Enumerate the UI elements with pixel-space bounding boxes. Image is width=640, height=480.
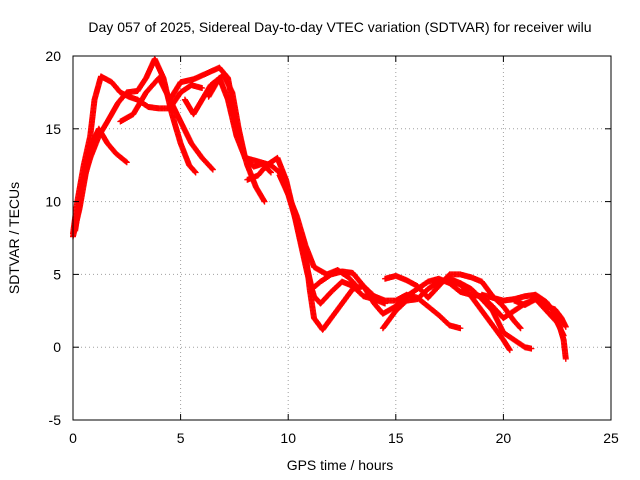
data-point	[506, 347, 513, 354]
data-point	[516, 324, 523, 331]
y-tick-label: 5	[53, 266, 61, 282]
data-point	[192, 169, 199, 176]
plot-frame	[72, 55, 612, 421]
data-point	[199, 85, 206, 92]
y-tick-label: 20	[45, 48, 61, 64]
y-tick-label: -5	[49, 412, 62, 428]
series-track-4	[117, 74, 216, 173]
data-point	[517, 325, 524, 332]
x-tick-label: 20	[496, 430, 512, 446]
x-tick-label: 15	[388, 430, 404, 446]
data-point	[528, 345, 535, 352]
data-point	[457, 325, 464, 332]
x-tick-label: 10	[280, 430, 296, 446]
data-points	[70, 55, 569, 362]
data-point	[122, 158, 129, 165]
data-point	[267, 169, 274, 176]
data-point	[562, 323, 569, 330]
data-point	[267, 168, 274, 175]
x-tick-label: 5	[177, 430, 185, 446]
series-track-9	[276, 172, 464, 332]
y-tick-label: 10	[45, 194, 61, 210]
y-axis-label: SDTVAR / TECUs	[6, 182, 22, 294]
x-tick-label: 0	[69, 430, 77, 446]
data-point	[191, 168, 198, 175]
series-track-13	[446, 277, 513, 354]
data-point	[562, 355, 569, 362]
axis-ticks: 0 5 10 15 20 25 -5 0 5 10 15 20	[45, 48, 619, 446]
y-tick-label: 0	[53, 339, 61, 355]
data-point	[209, 165, 216, 172]
data-point	[123, 159, 130, 166]
series-track-15	[511, 296, 569, 330]
chart-title: Day 057 of 2025, Sidereal Day-to-day VTE…	[88, 19, 591, 35]
data-point	[209, 166, 216, 173]
x-tick-label: 25	[603, 430, 619, 446]
data-point	[261, 198, 268, 205]
x-axis-label: GPS time / hours	[287, 457, 394, 473]
y-tick-label: 15	[45, 121, 61, 137]
